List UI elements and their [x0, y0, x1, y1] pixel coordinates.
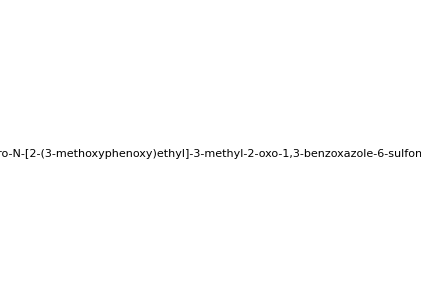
Text: 5-chloro-N-[2-(3-methoxyphenoxy)ethyl]-3-methyl-2-oxo-1,3-benzoxazole-6-sulfonam: 5-chloro-N-[2-(3-methoxyphenoxy)ethyl]-3…	[0, 149, 421, 159]
